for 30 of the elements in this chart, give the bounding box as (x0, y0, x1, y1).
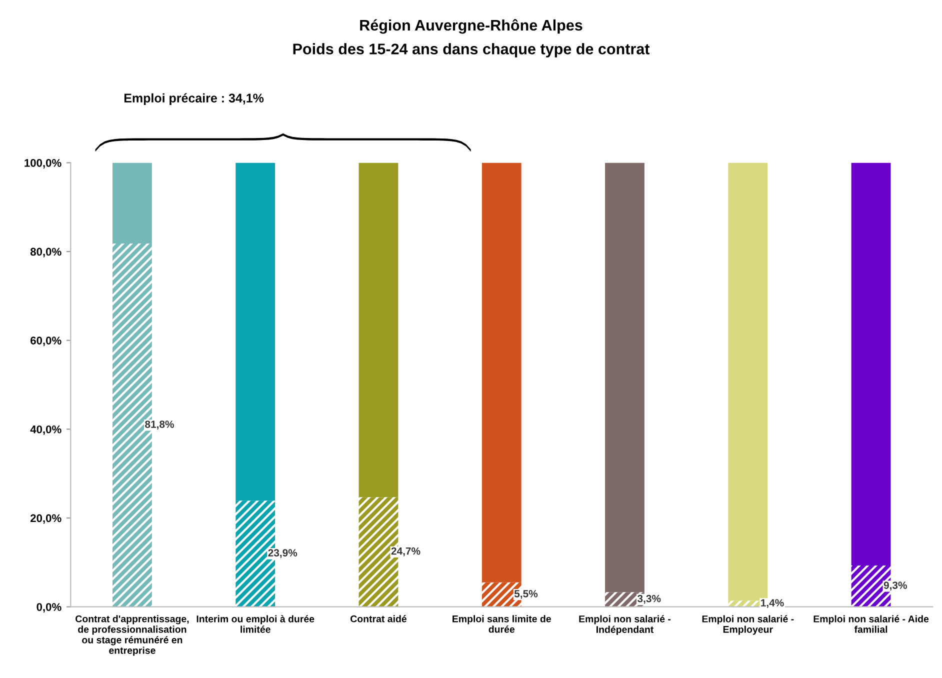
bar (851, 162, 891, 566)
data-label: 9,3% (884, 582, 907, 590)
bar (728, 162, 768, 601)
x-tick-label: Emploi sans limite de durée (452, 615, 551, 633)
x-tick-label: Interim ou emploi à durée limitée (196, 615, 314, 633)
data-label: 1,4% (761, 599, 784, 608)
data-label: 81,8% (145, 420, 174, 430)
y-tick-label: 100,0% (24, 158, 62, 168)
data-label: 24,7% (391, 547, 420, 556)
bar (482, 162, 522, 582)
bar (112, 162, 152, 244)
x-tick-label: Emploi non salarié - Employeur (702, 615, 794, 635)
chart-title: Région Auvergne-Rhône Alpes (360, 19, 582, 34)
bar (358, 162, 398, 498)
data-label: 5,5% (514, 590, 538, 599)
y-tick-label: 60,0% (30, 336, 62, 346)
y-tick-label: 80,0% (30, 248, 62, 258)
data-label: 23,9% (268, 549, 298, 558)
x-tick-label: Emploi non salarié - Indépendant (579, 615, 671, 635)
y-tick-label: 40,0% (30, 425, 62, 435)
y-tick-label: 0,0% (36, 603, 62, 613)
x-tick-label: Contrat aidé (350, 615, 407, 622)
bar (605, 162, 644, 592)
bar (236, 162, 276, 501)
x-tick-label: Contrat d'apprentissage, de professionnalisation ou stage rémunéré en entreprise (76, 615, 189, 656)
text: Emploi précaire : 34,1% (124, 93, 264, 105)
chart-subtitle: Poids des 15-24 ans dans chaque type de contrat (293, 43, 650, 58)
y-tick-label: 20,0% (30, 514, 62, 524)
data-label: 3,3% (637, 594, 661, 604)
x-tick-label: Emploi non salarié - Aide familial (814, 615, 929, 633)
